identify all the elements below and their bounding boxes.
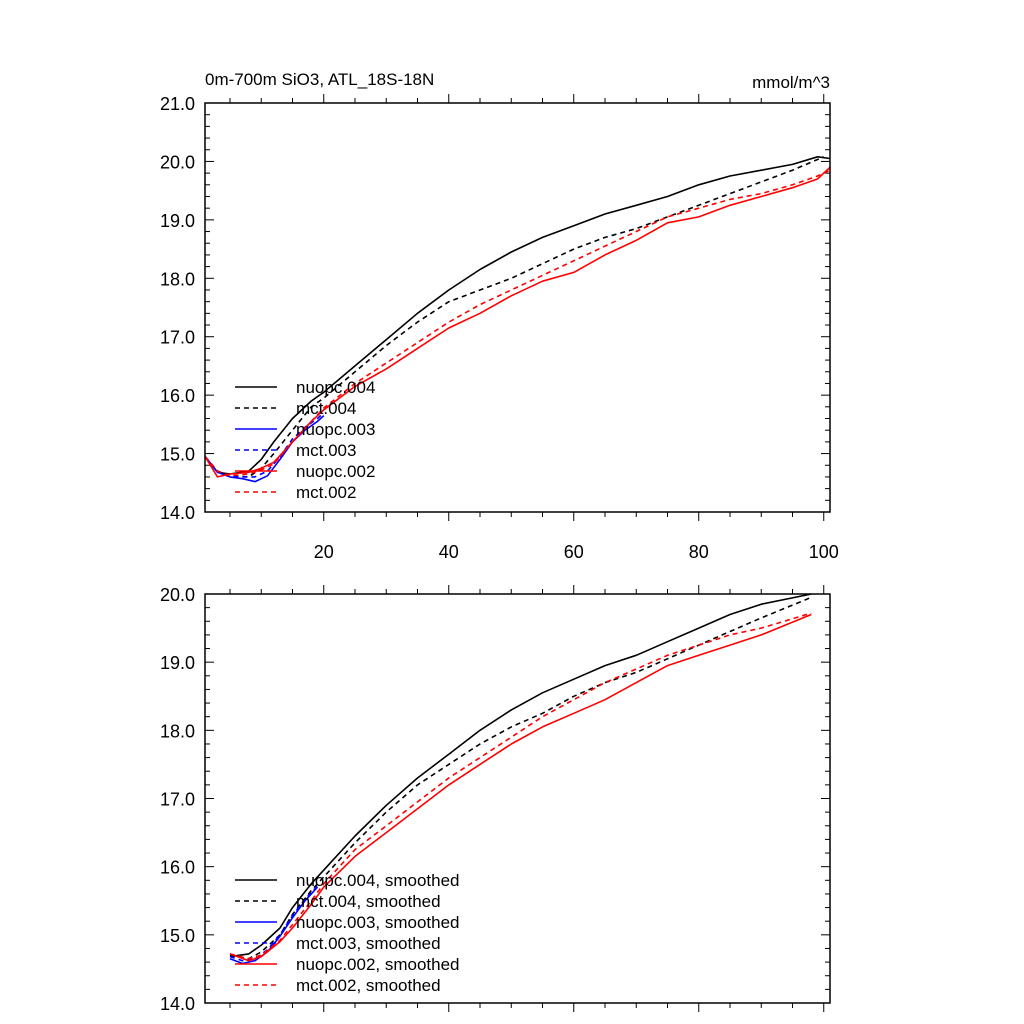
y-tick-label: 14.0 bbox=[160, 503, 195, 523]
y-tick-label: 18.0 bbox=[160, 269, 195, 289]
top-chart-legend: nuopc.004 mct.004 nuopc.003 mct.003 nuopc.00… bbox=[235, 378, 375, 502]
y-tick-label: 19.0 bbox=[160, 653, 195, 673]
legend-label: nuopc.003 bbox=[296, 420, 375, 439]
x-tick-label: 80 bbox=[689, 542, 709, 562]
bottom-chart: 14.0 15.0 16.0 17.0 18.0 19.0 20.0 nuopc.004, … bbox=[160, 585, 831, 1014]
series-line bbox=[229, 596, 812, 960]
series-line bbox=[229, 612, 812, 960]
y-tick-label: 15.0 bbox=[160, 445, 195, 465]
series-line bbox=[204, 156, 831, 475]
series-line bbox=[229, 886, 319, 965]
bottom-chart-ticks: 14.0 15.0 16.0 17.0 18.0 19.0 20.0 bbox=[160, 585, 830, 1014]
legend-label: nuopc.004, smoothed bbox=[296, 871, 460, 890]
y-tick-label: 15.0 bbox=[160, 926, 195, 946]
bottom-chart-legend: nuopc.004, smoothed mct.004, smoothed nuop… bbox=[235, 871, 460, 995]
top-chart-ticks: 14.0 15.0 16.0 17.0 18.0 19.0 20.0 21.0 20 40 60 80… bbox=[160, 94, 839, 562]
y-tick-label: 19.0 bbox=[160, 211, 195, 231]
series-line bbox=[229, 613, 812, 962]
units-label: mmol/m^3 bbox=[752, 73, 830, 92]
legend-label: nuopc.002, smoothed bbox=[296, 955, 460, 974]
y-tick-label: 20.0 bbox=[160, 152, 195, 172]
legend-label: mct.004, smoothed bbox=[296, 892, 441, 911]
x-tick-label: 100 bbox=[809, 542, 839, 562]
y-tick-label: 17.0 bbox=[160, 790, 195, 810]
legend-label: mct.002 bbox=[296, 483, 356, 502]
series-line bbox=[204, 169, 831, 477]
bottom-chart-series bbox=[229, 593, 812, 965]
legend-label: mct.004 bbox=[296, 399, 356, 418]
y-tick-label: 16.0 bbox=[160, 858, 195, 878]
legend-label: nuopc.003, smoothed bbox=[296, 913, 460, 932]
top-chart-frame bbox=[204, 102, 831, 513]
y-tick-label: 20.0 bbox=[160, 585, 195, 605]
legend-label: mct.003 bbox=[296, 441, 356, 460]
x-tick-label: 60 bbox=[564, 542, 584, 562]
legend-label: nuopc.002 bbox=[296, 462, 375, 481]
legend-label: mct.003, smoothed bbox=[296, 934, 441, 953]
y-tick-label: 14.0 bbox=[160, 994, 195, 1014]
top-chart: 0m-700m SiO3, ATL_18S-18N mmol/m^3 14.01… bbox=[160, 70, 839, 562]
series-line bbox=[229, 885, 319, 962]
bottom-chart-frame bbox=[204, 593, 831, 1004]
x-tick-label: 20 bbox=[314, 542, 334, 562]
x-tick-label: 40 bbox=[439, 542, 459, 562]
series-line bbox=[229, 593, 812, 958]
chart-title: 0m-700m SiO3, ATL_18S-18N bbox=[205, 70, 434, 89]
y-tick-label: 18.0 bbox=[160, 721, 195, 741]
top-chart-series bbox=[204, 156, 831, 483]
y-tick-label: 17.0 bbox=[160, 328, 195, 348]
y-tick-label: 21.0 bbox=[160, 94, 195, 114]
y-tick-label: 16.0 bbox=[160, 386, 195, 406]
series-line bbox=[204, 166, 831, 478]
legend-label: mct.002, smoothed bbox=[296, 976, 441, 995]
legend-label: nuopc.004 bbox=[296, 378, 375, 397]
